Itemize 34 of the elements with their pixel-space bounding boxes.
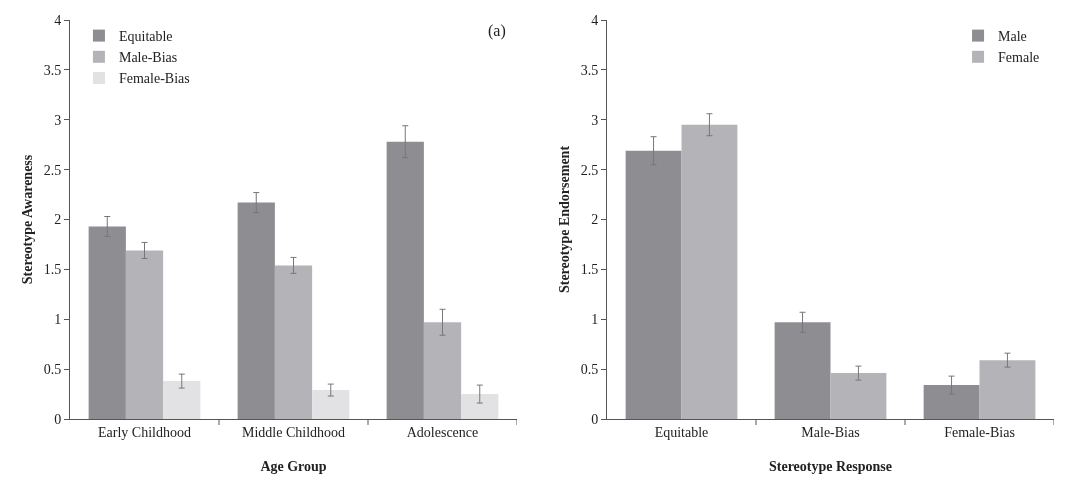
y-tick-label: 1: [591, 312, 599, 328]
legend-label: Male-Bias: [118, 50, 178, 66]
y-tick-label: 0: [54, 411, 62, 427]
y-tick-label: 3: [54, 112, 62, 128]
y-tick-label: 4: [54, 12, 62, 28]
y-tick-label: 3.5: [43, 62, 62, 78]
x-axis-title: Age Group: [260, 459, 327, 474]
x-tick-label: Middle Childhood: [241, 424, 346, 440]
y-tick-label: 2: [591, 212, 599, 228]
x-tick-label: Equitable: [654, 424, 709, 440]
y-tick-label: 1.5: [580, 262, 599, 278]
y-tick-label: 3.5: [580, 62, 599, 78]
y-axis-title: Stereotype Awareness: [20, 154, 35, 285]
x-tick-label: Female-Bias: [944, 424, 1015, 440]
x-tick-label: Early Childhood: [98, 424, 191, 440]
y-tick-label: 1.5: [43, 262, 62, 278]
y-tick-label: 0: [591, 411, 599, 427]
y-tick-label: 2.5: [580, 162, 599, 178]
x-axis-title: Stereotype Response: [768, 459, 893, 474]
y-tick-label: 2.5: [43, 162, 62, 178]
legend-label: Female: [998, 50, 1040, 66]
y-axis-title: Stereotype Endorsement: [557, 145, 572, 294]
x-tick-label: Adolescence: [406, 424, 479, 440]
y-tick-label: 4: [591, 12, 599, 28]
annotation: (a): [488, 22, 506, 40]
y-tick-label: 3: [591, 112, 599, 128]
legend-label: Male: [998, 29, 1027, 45]
legend-label: Equitable: [118, 29, 173, 45]
x-tick-label: Male-Bias: [801, 424, 860, 440]
legend-label: Female-Bias: [118, 71, 190, 87]
y-tick-label: 1: [54, 312, 62, 328]
y-tick-label: 0.5: [43, 362, 62, 378]
y-tick-label: 0.5: [580, 362, 599, 378]
y-tick-label: 2: [54, 212, 62, 228]
